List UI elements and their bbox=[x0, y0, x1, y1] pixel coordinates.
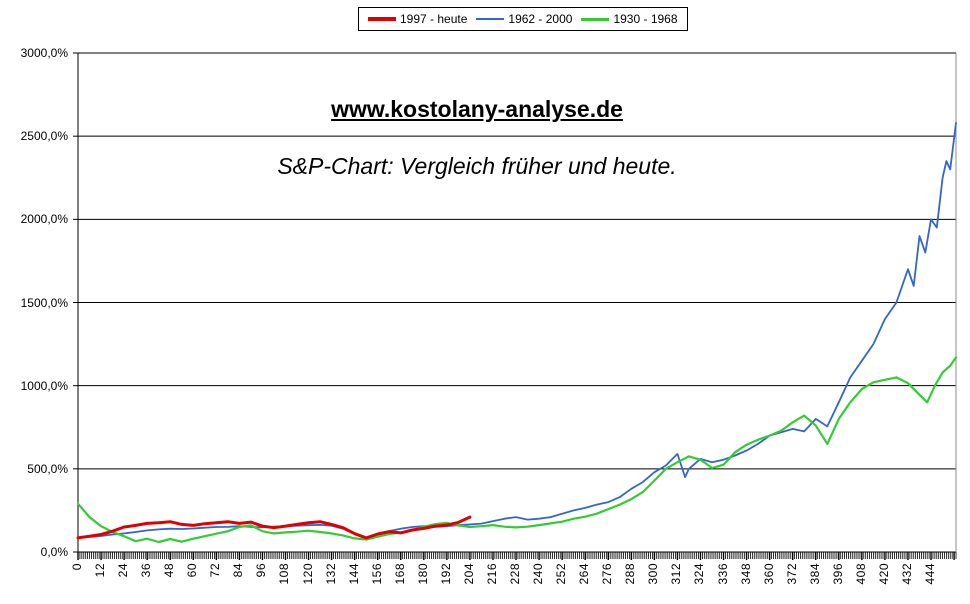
legend-label: 1962 - 2000 bbox=[508, 12, 573, 26]
legend-item: 1997 - heute bbox=[368, 12, 467, 26]
series-line-1997-heute bbox=[76, 515, 472, 540]
x-axis-tick-label: 156 bbox=[369, 563, 384, 585]
y-axis-tick-label: 1000,0% bbox=[20, 378, 68, 393]
x-axis-tick-label: 384 bbox=[807, 563, 822, 585]
x-axis-tick-label: 180 bbox=[415, 563, 430, 585]
y-axis-tick-label: 3000,0% bbox=[20, 46, 68, 60]
x-axis-tick-label: 312 bbox=[669, 563, 684, 585]
x-axis-tick-label: 240 bbox=[531, 563, 546, 585]
legend-label: 1930 - 1968 bbox=[613, 12, 678, 26]
y-axis-tick-label: 500,0% bbox=[27, 461, 68, 476]
legend-item: 1962 - 2000 bbox=[476, 12, 572, 26]
series-color-swatch bbox=[581, 17, 610, 21]
y-axis-tick-label: 2000,0% bbox=[20, 212, 68, 227]
x-axis-tick-label: 420 bbox=[876, 563, 891, 585]
x-axis-tick-label: 144 bbox=[346, 563, 361, 585]
x-axis-tick-label: 48 bbox=[162, 563, 177, 578]
x-axis-tick-label: 96 bbox=[254, 563, 269, 578]
series-color-swatch bbox=[476, 18, 505, 20]
x-axis-tick-label: 324 bbox=[692, 563, 707, 585]
x-axis-tick-label: 204 bbox=[461, 563, 476, 585]
x-axis-tick-label: 216 bbox=[484, 563, 499, 585]
series-line-1962-2000 bbox=[77, 122, 957, 540]
chart-subtitle: S&P-Chart: Vergleich früher und heute. bbox=[277, 153, 677, 179]
x-axis-tick-label: 120 bbox=[300, 563, 315, 585]
x-axis-tick-label: 432 bbox=[899, 563, 914, 585]
x-axis-tick-label: 336 bbox=[715, 563, 730, 585]
x-axis-tick-label: 264 bbox=[577, 563, 592, 585]
x-axis-tick-label: 228 bbox=[508, 563, 523, 585]
x-axis-tick-label: 408 bbox=[853, 563, 868, 585]
x-axis-tick-label: 444 bbox=[923, 563, 938, 585]
x-axis-tick-label: 300 bbox=[646, 563, 661, 585]
y-axis-tick-label: 1500,0% bbox=[20, 295, 68, 310]
x-axis-tick-label: 12 bbox=[93, 563, 108, 578]
y-axis-tick-label: 0,0% bbox=[40, 545, 68, 559]
x-axis-tick-label: 0 bbox=[70, 563, 84, 571]
x-axis-tick-label: 348 bbox=[738, 563, 753, 585]
x-axis-tick-label: 84 bbox=[231, 563, 246, 578]
x-axis-tick-label: 372 bbox=[784, 563, 799, 585]
x-axis-tick-label: 168 bbox=[392, 563, 407, 585]
y-axis-tick-label: 2500,0% bbox=[20, 129, 68, 144]
title-block: www.kostolany-analyse.de S&P-Chart: Verg… bbox=[180, 96, 774, 180]
x-axis-tick-label: 132 bbox=[323, 563, 338, 585]
x-axis-tick-label: 72 bbox=[208, 563, 223, 578]
x-axis-tick-label: 396 bbox=[830, 563, 845, 585]
x-axis-tick-label: 360 bbox=[761, 563, 776, 585]
series-color-swatch bbox=[368, 17, 396, 21]
chart-title: www.kostolany-analyse.de bbox=[331, 96, 623, 122]
x-axis-tick-label: 252 bbox=[554, 563, 569, 585]
x-axis-tick-label: 288 bbox=[623, 563, 638, 585]
x-axis-tick-label: 192 bbox=[438, 563, 453, 585]
x-axis-tick-label: 60 bbox=[185, 563, 200, 578]
x-axis-tick-label: 276 bbox=[600, 563, 615, 585]
series-line-1930-1968 bbox=[76, 356, 958, 544]
legend: 1997 - heute 1962 - 2000 1930 - 1968 bbox=[358, 7, 688, 31]
x-axis-tick-label: 24 bbox=[116, 563, 131, 578]
legend-label: 1997 - heute bbox=[400, 12, 468, 26]
x-axis-tick-label: 108 bbox=[277, 563, 292, 585]
legend-item: 1930 - 1968 bbox=[581, 12, 678, 26]
x-axis-tick-label: 36 bbox=[139, 563, 154, 578]
